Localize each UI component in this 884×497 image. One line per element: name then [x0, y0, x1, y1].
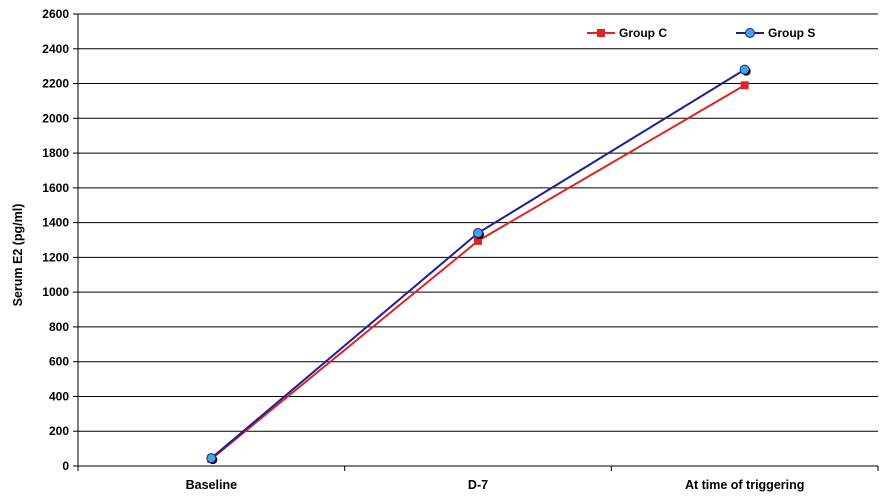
gridlines: [78, 13, 878, 432]
legend: Group C Group S: [587, 26, 815, 40]
data-point: [739, 64, 750, 75]
y-tick-label: 800: [49, 320, 69, 334]
legend-label: Group C: [619, 26, 667, 40]
x-tick-label: Baseline: [186, 478, 237, 492]
y-tick-label: 0: [62, 459, 69, 473]
x-tick-label: At time of triggering: [685, 478, 804, 492]
x-tick-labels: Baseline D-7 At time of triggering: [186, 478, 805, 492]
legend-item: Group C: [587, 26, 667, 40]
y-tick-label: 2200: [42, 77, 69, 91]
series-line: [210, 84, 746, 460]
legend-item: Group S: [736, 26, 815, 40]
x-tick-label: D-7: [468, 478, 488, 492]
y-tick-label: 2600: [42, 7, 69, 21]
series-group-c: [207, 81, 749, 464]
y-tick-label: 2000: [42, 111, 69, 125]
y-tick-label: 1400: [42, 216, 69, 230]
y-axis-label: Serum E2 (pg/ml): [11, 204, 25, 307]
data-point: [473, 228, 483, 239]
y-tick-label: 1600: [42, 181, 69, 195]
data-point: [474, 236, 482, 245]
y-tick-labels: 0 200 400 600 800 1000 1200 1400 1600 1800 2000 220…: [42, 7, 69, 473]
legend-label: Group S: [768, 26, 815, 40]
y-tick-label: 1800: [42, 146, 69, 160]
y-tick-label: 2400: [42, 42, 69, 56]
data-point: [740, 81, 749, 90]
y-tick-label: 400: [49, 389, 69, 403]
y-tick-label: 600: [49, 355, 69, 369]
y-tick-label: 1200: [42, 250, 69, 264]
y-tick-label: 200: [49, 424, 69, 438]
data-point: [206, 453, 217, 464]
axes: [73, 13, 879, 471]
series-line: [210, 68, 746, 459]
legend-marker: [597, 29, 605, 37]
series-group-s: [206, 64, 751, 465]
series-layer: [206, 64, 751, 465]
legend-marker: [745, 28, 755, 38]
y-tick-label: 1000: [42, 285, 69, 299]
